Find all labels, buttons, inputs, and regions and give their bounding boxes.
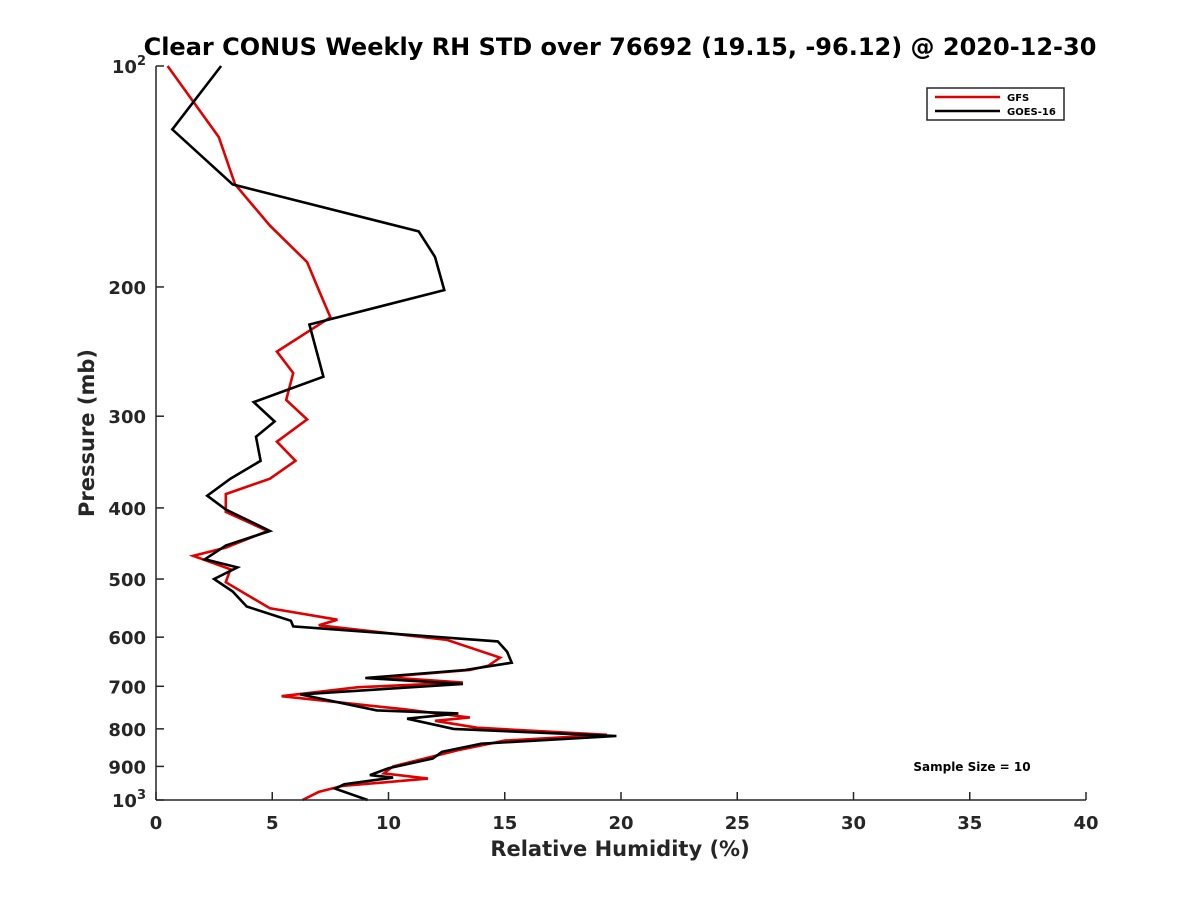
x-tick-label: 15 [492,813,517,834]
legend-box [926,87,1065,121]
legend: GFS GOES-16 [926,87,1065,121]
y-tick-label: 200 [108,278,146,299]
x-tick-label: 5 [266,813,279,834]
y-tick-label: 300 [108,407,146,428]
legend-label: GOES-16 [1007,107,1056,118]
x-tick-label: 10 [376,813,401,834]
plot-area: 0 5 10 15 20 25 30 35 40 102 200 300 400 500 600 700 800… [108,54,1098,834]
axes-layer: 0 5 10 15 20 25 30 35 40 102 200 300 400 500 600 700 800… [108,54,1098,834]
series-layer [166,65,617,802]
y-tick-label: 800 [108,720,146,741]
series-line-gfs [166,65,608,802]
sample-size-annotation: Sample Size = 10 [913,760,1030,774]
y-tick-label: 900 [108,757,146,778]
x-tick-label: 35 [957,813,982,834]
y-tick-label: 700 [108,677,146,698]
legend-label: GFS [1007,93,1029,104]
y-tick-label: 500 [108,570,146,591]
y-tick-label: 400 [108,499,146,520]
x-tick-label: 40 [1073,813,1098,834]
x-tick-label: 25 [725,813,750,834]
y-tick-label: 600 [108,628,146,649]
x-tick-label: 20 [608,813,633,834]
x-tick-label: 0 [150,813,163,834]
y-tick-label: 103 [112,788,146,812]
x-axis-label: Relative Humidity (%) [490,837,749,861]
x-tick-label: 30 [841,813,866,834]
chart-title: Clear CONUS Weekly RH STD over 76692 (19… [144,33,1097,61]
series-line-goes-16 [170,65,617,802]
y-axis-label: Pressure (mb) [75,349,99,517]
y-tick-label: 102 [112,54,146,78]
